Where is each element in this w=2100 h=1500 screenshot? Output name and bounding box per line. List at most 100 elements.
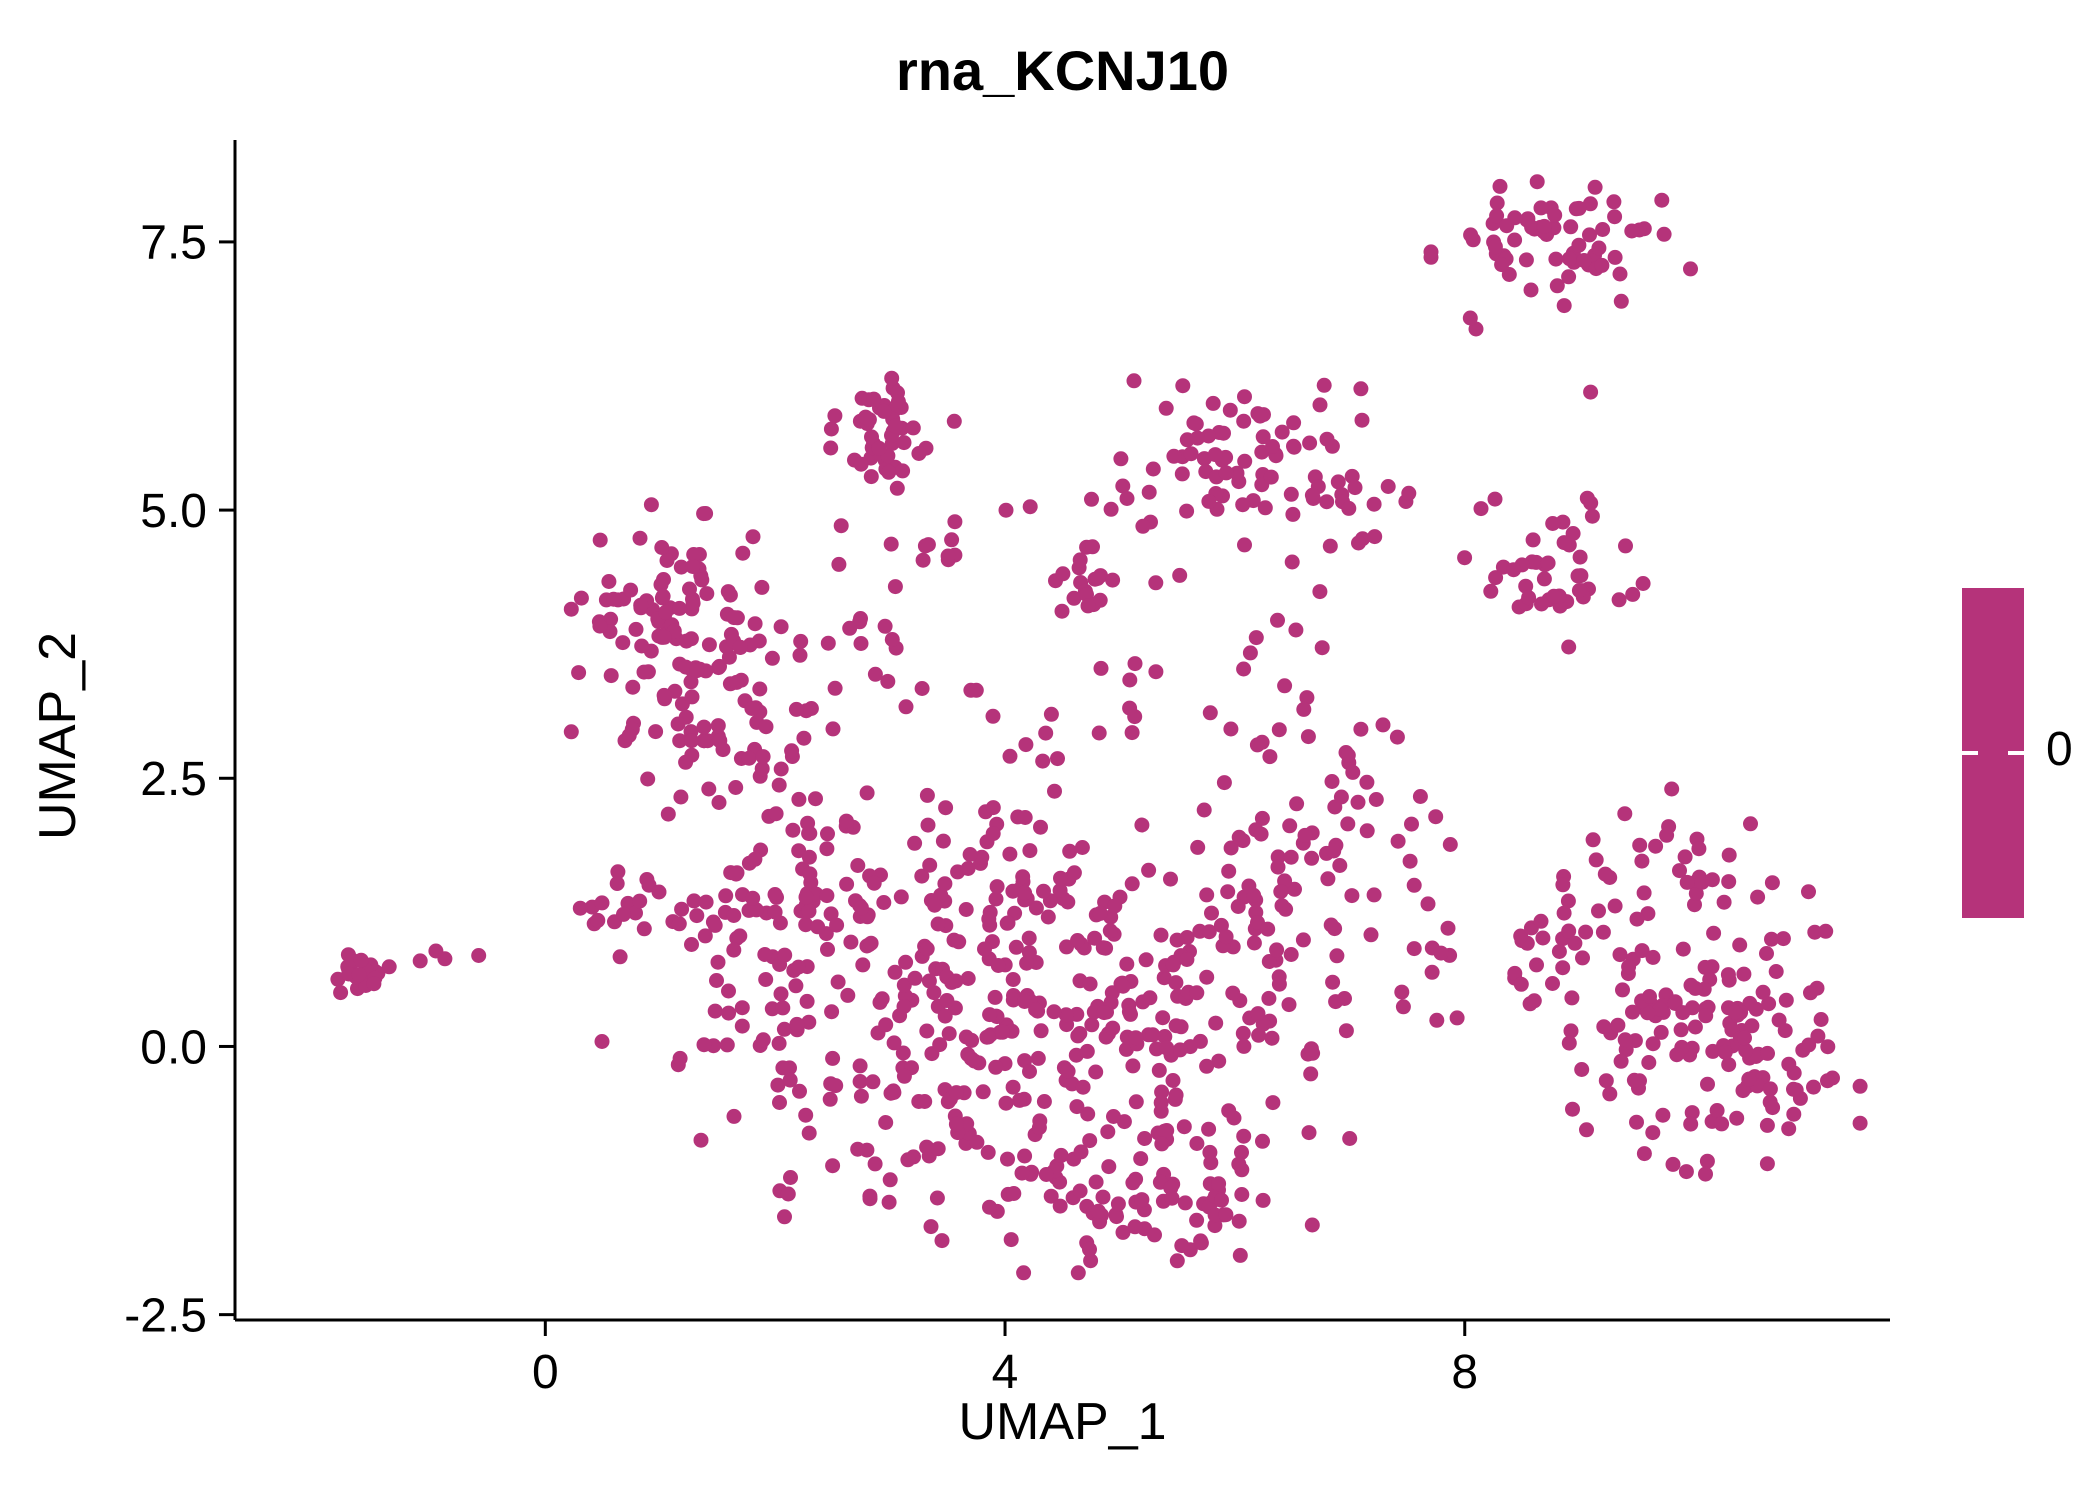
data-point xyxy=(640,771,656,787)
data-point xyxy=(1761,996,1777,1012)
data-point xyxy=(1366,887,1382,903)
data-point xyxy=(1807,924,1823,940)
data-point xyxy=(1615,982,1630,998)
data-point xyxy=(1648,838,1664,854)
data-point xyxy=(1673,1022,1689,1038)
data-point xyxy=(673,789,689,805)
data-point xyxy=(1236,413,1252,429)
data-point xyxy=(755,749,771,765)
data-point xyxy=(874,991,890,1007)
data-point xyxy=(1679,874,1695,890)
data-point xyxy=(672,733,688,749)
data-point xyxy=(1087,930,1103,946)
data-point xyxy=(1255,1133,1270,1149)
data-point xyxy=(632,530,648,546)
data-point xyxy=(865,1074,881,1090)
data-point xyxy=(1017,810,1033,825)
data-point xyxy=(719,1037,735,1053)
data-point xyxy=(701,637,717,653)
data-point xyxy=(1082,1133,1098,1149)
data-point xyxy=(893,889,909,905)
data-point xyxy=(840,987,856,1003)
data-point xyxy=(1314,640,1330,656)
data-point xyxy=(1221,863,1237,879)
data-point xyxy=(881,1194,897,1210)
data-point xyxy=(1070,1028,1086,1044)
data-point xyxy=(1687,1019,1703,1035)
data-point xyxy=(1236,661,1252,677)
data-point xyxy=(633,597,649,613)
data-point xyxy=(1073,1144,1089,1160)
data-point xyxy=(1764,931,1779,947)
data-point xyxy=(1234,1144,1249,1160)
data-point xyxy=(709,973,724,988)
data-point xyxy=(674,901,690,917)
data-point xyxy=(594,895,610,911)
data-point xyxy=(1019,955,1035,971)
data-point xyxy=(721,983,736,999)
data-point xyxy=(853,636,869,651)
data-point xyxy=(1420,896,1436,912)
data-point xyxy=(634,638,650,654)
data-point xyxy=(1329,948,1345,964)
data-point xyxy=(898,699,914,715)
data-point xyxy=(1110,1196,1126,1212)
data-point xyxy=(1572,549,1588,565)
data-point xyxy=(1598,1073,1614,1089)
data-point xyxy=(866,391,882,407)
data-point xyxy=(1513,976,1529,992)
data-point xyxy=(1148,575,1164,591)
data-point xyxy=(671,916,687,932)
data-point xyxy=(1665,1156,1681,1172)
data-point xyxy=(907,970,923,986)
data-point xyxy=(1262,749,1278,765)
data-point xyxy=(919,787,935,803)
data-point xyxy=(1021,930,1037,946)
data-point xyxy=(471,948,487,963)
data-point xyxy=(1741,1071,1757,1087)
data-point xyxy=(748,902,764,918)
data-point xyxy=(764,650,780,666)
data-point xyxy=(1507,232,1523,248)
data-point xyxy=(1697,959,1713,975)
data-point xyxy=(1433,945,1449,961)
data-point xyxy=(1211,1053,1227,1069)
data-point xyxy=(711,795,727,810)
data-point xyxy=(1521,590,1537,606)
data-point xyxy=(881,464,897,480)
data-point xyxy=(1261,990,1277,1006)
data-point xyxy=(1354,412,1370,428)
data-point xyxy=(1607,898,1623,914)
data-point xyxy=(1052,1198,1068,1214)
data-point xyxy=(1261,954,1277,969)
data-point xyxy=(1040,909,1056,925)
data-point xyxy=(573,590,589,606)
data-point xyxy=(1683,1116,1699,1132)
data-point xyxy=(801,903,817,919)
legend-colorbar xyxy=(1962,588,2024,918)
data-point xyxy=(1303,1066,1319,1082)
data-point xyxy=(1193,1235,1209,1251)
data-point xyxy=(1564,990,1580,1006)
data-point xyxy=(951,934,967,950)
data-point xyxy=(1721,874,1737,890)
data-point xyxy=(747,851,763,867)
data-point xyxy=(1052,883,1068,898)
data-point xyxy=(1394,984,1410,1000)
data-point xyxy=(1744,1018,1760,1034)
data-point xyxy=(1555,960,1571,976)
data-point xyxy=(801,1125,817,1141)
data-point xyxy=(1760,1045,1775,1061)
data-point xyxy=(1002,846,1018,862)
data-point xyxy=(1813,1012,1829,1027)
data-point xyxy=(563,724,579,740)
data-point xyxy=(853,1088,869,1104)
data-point xyxy=(1729,1110,1745,1126)
data-point xyxy=(884,370,900,386)
data-point xyxy=(625,679,641,695)
data-point xyxy=(1145,1027,1161,1043)
data-point xyxy=(1072,1183,1088,1199)
data-point xyxy=(1579,490,1595,506)
data-point xyxy=(1223,721,1239,737)
data-point xyxy=(693,1132,709,1148)
